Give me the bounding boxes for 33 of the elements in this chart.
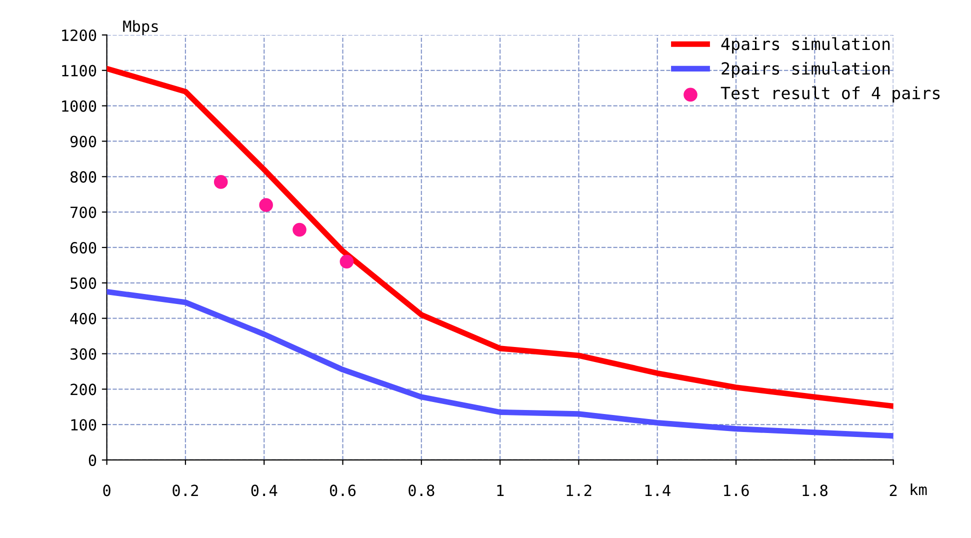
x-tick-label: 0.4 xyxy=(251,484,278,496)
y-tick-label: 600 xyxy=(70,242,96,254)
y-tick-label: 500 xyxy=(70,277,96,289)
x-tick-label: 2 xyxy=(890,484,897,496)
x-tick-label: 1 xyxy=(497,484,504,496)
x-tick-label: 0.8 xyxy=(408,484,434,496)
y-axis-title: Mbps xyxy=(123,20,158,35)
point xyxy=(340,254,354,269)
legend-label: 4pairs simulation xyxy=(721,37,890,54)
legend-label: Test result of 4 pairs xyxy=(720,86,940,103)
x-tick-label: 1.6 xyxy=(724,484,749,496)
y-tick-label: 700 xyxy=(70,206,96,218)
legend-label: 2pairs simulation xyxy=(722,62,890,78)
x-tick-label: 1.4 xyxy=(645,484,670,496)
x-tick-label: 1.8 xyxy=(802,484,828,496)
y-tick-label: 1200 xyxy=(62,29,96,42)
y-tick-label: 900 xyxy=(70,136,96,148)
y-tick-label: 400 xyxy=(70,312,96,324)
point xyxy=(259,198,273,212)
x-axis-title: km xyxy=(910,483,927,496)
y-tick-label: 0 xyxy=(88,454,96,466)
x-tick-label: 0 xyxy=(103,484,110,496)
y-tick-label: 100 xyxy=(71,419,96,431)
y-tick-label: 800 xyxy=(70,171,96,183)
y-tick-label: 200 xyxy=(70,384,96,396)
x-tick-label: 0.2 xyxy=(172,484,198,496)
x-tick-label: 1.2 xyxy=(566,484,592,496)
y-tick-label: 1100 xyxy=(62,64,96,76)
y-tick-label: 1000 xyxy=(62,100,96,112)
point xyxy=(214,175,228,189)
point xyxy=(292,222,306,237)
y-tick-label: 300 xyxy=(70,348,96,360)
x-tick-label: 0.6 xyxy=(330,484,356,496)
